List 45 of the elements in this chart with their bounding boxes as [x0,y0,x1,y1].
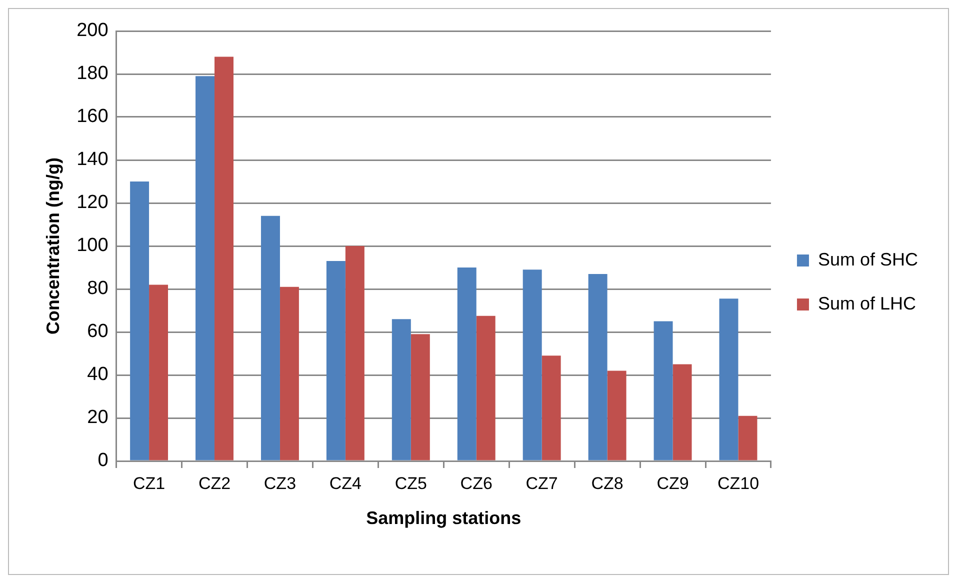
bar [326,261,346,460]
x-tick-label: CZ3 [264,474,296,493]
x-tick-label: CZ2 [198,474,231,493]
y-tick-label: 140 [76,149,108,170]
legend-label: Sum of SHC [818,249,918,270]
x-tick-label: CZ5 [394,474,427,493]
bar [457,268,476,460]
x-tick-label: CZ7 [526,474,558,493]
y-tick-label: 60 [87,321,108,342]
x-tick-label: CZ6 [460,474,492,493]
bar [542,356,561,460]
y-axis-title: Concentration (ng/g) [42,158,63,334]
bar [588,274,608,460]
bar [654,321,673,460]
legend-label: Sum of LHC [818,293,916,314]
bar [410,334,430,460]
bar [738,416,758,460]
x-tick-label: CZ10 [717,474,760,493]
y-tick-label: 0 [98,450,108,472]
y-tick-label: 20 [87,407,108,428]
bar [719,298,738,460]
y-tick-label: 120 [76,192,108,214]
x-axis-title: Sampling stations [366,508,522,528]
y-tick-label: 160 [76,106,108,128]
bar [522,270,542,460]
bar [672,364,692,460]
bar [607,370,626,460]
x-tick-label: CZ8 [591,474,624,493]
y-tick-label: 100 [76,235,108,256]
bar [476,316,496,460]
bar [280,286,299,460]
x-tick-label: CZ9 [656,474,689,493]
x-tick-label: CZ1 [132,474,166,493]
bar [392,319,411,460]
bar [214,56,234,460]
bar [130,182,150,460]
y-tick-label: 40 [87,364,108,386]
bar [196,76,214,460]
x-tick-label: CZ4 [329,474,362,493]
y-tick-label: 80 [87,278,108,300]
y-tick-label: 200 [76,20,108,42]
y-tick-label: 180 [76,63,108,84]
bar [345,246,364,460]
bar [260,216,280,460]
bar [149,284,168,460]
